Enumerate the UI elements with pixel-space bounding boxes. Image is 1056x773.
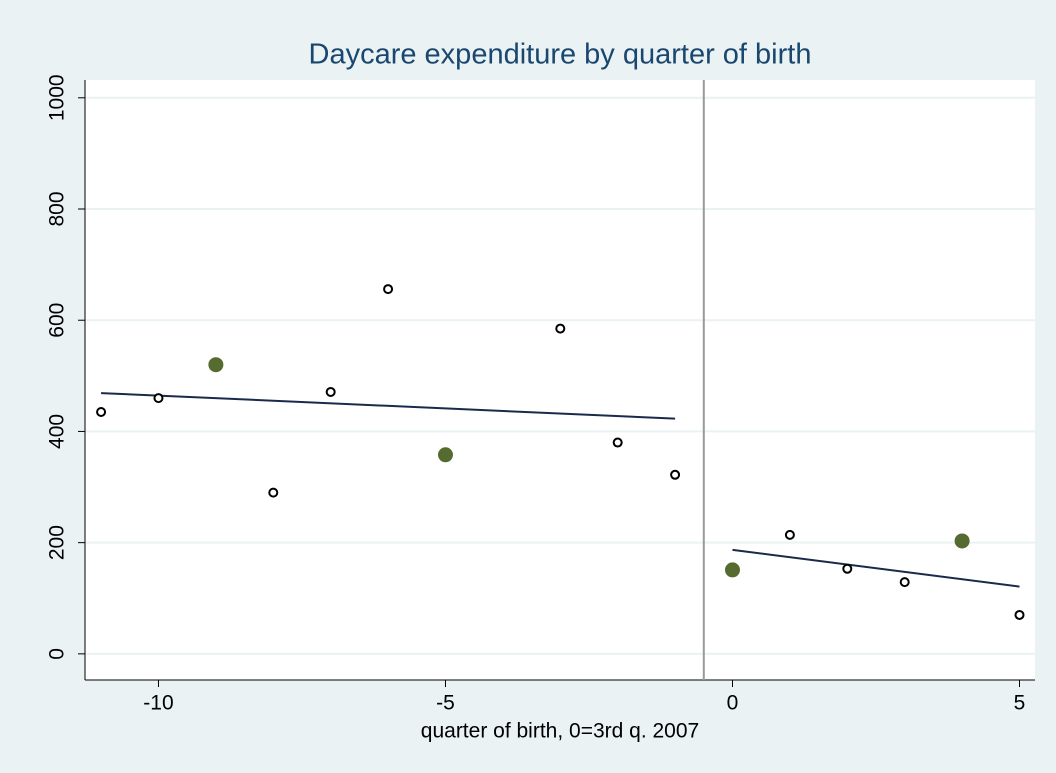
point [383, 284, 394, 295]
point [153, 393, 164, 404]
y-tick-label: 200 [46, 525, 69, 560]
point [842, 563, 853, 574]
point [954, 533, 970, 549]
fit-line [101, 392, 676, 420]
point [724, 562, 740, 578]
point [325, 386, 336, 397]
x-tick-label: -10 [143, 692, 173, 715]
plot-region [85, 80, 1035, 680]
y-tick-label: 1000 [46, 74, 69, 121]
point [899, 577, 910, 588]
fit-line [732, 548, 1020, 588]
chart-title: Daycare expenditure by quarter of birth [309, 39, 812, 71]
point [784, 529, 795, 540]
point [1014, 609, 1025, 620]
point [670, 469, 681, 480]
y-tick-label: 800 [46, 191, 69, 226]
point [268, 487, 279, 498]
x-tick-label: 5 [1014, 692, 1026, 715]
x-tick-label: -5 [436, 692, 455, 715]
y-tick-label: 600 [46, 303, 69, 338]
point [555, 323, 566, 334]
point [612, 437, 623, 448]
y-tick-label: 400 [46, 414, 69, 449]
point [208, 357, 224, 373]
x-axis-label: quarter of birth, 0=3rd q. 2007 [421, 720, 699, 743]
point [437, 447, 453, 463]
point [96, 406, 107, 417]
x-tick-label: 0 [727, 692, 739, 715]
y-tick-label: 0 [46, 648, 69, 660]
